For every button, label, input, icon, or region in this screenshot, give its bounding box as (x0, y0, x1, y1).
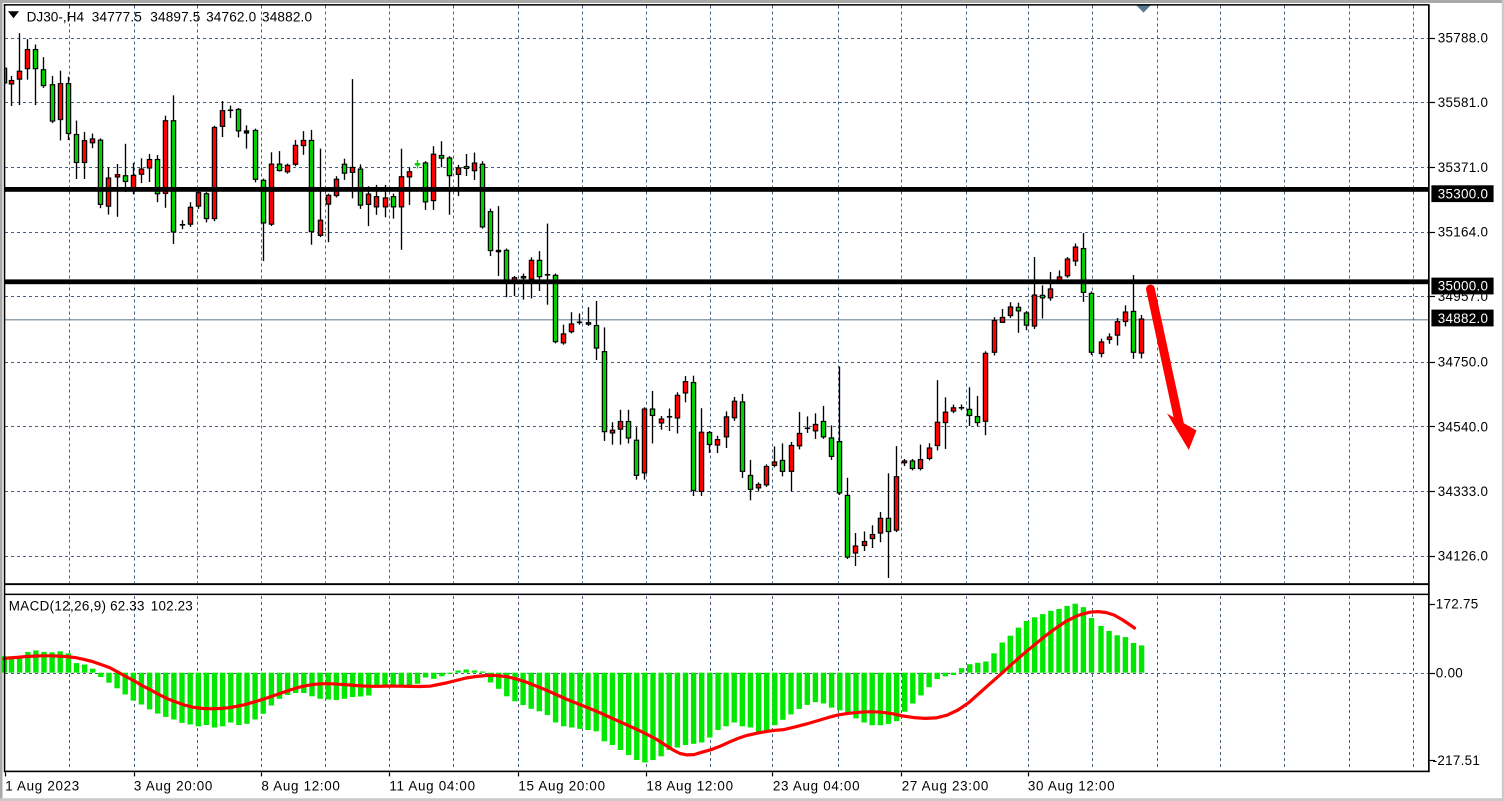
svg-text:35000.0: 35000.0 (1438, 279, 1489, 294)
svg-text:35581.0: 35581.0 (1438, 95, 1489, 110)
svg-text:102.23: 102.23 (151, 599, 193, 614)
svg-text:34882.0: 34882.0 (1438, 311, 1489, 326)
svg-text:11 Aug 04:00: 11 Aug 04:00 (389, 779, 475, 794)
svg-text:34540.0: 34540.0 (1438, 419, 1489, 434)
svg-text:23 Aug 04:00: 23 Aug 04:00 (773, 779, 860, 794)
svg-text:0.00: 0.00 (1436, 666, 1463, 681)
svg-text:34750.0: 34750.0 (1438, 354, 1489, 369)
svg-text:3 Aug 20:00: 3 Aug 20:00 (134, 779, 213, 794)
svg-text:30 Aug 12:00: 30 Aug 12:00 (1028, 779, 1115, 794)
svg-text:DJ30-,H4: DJ30-,H4 (27, 9, 85, 24)
svg-text:35300.0: 35300.0 (1438, 186, 1489, 201)
svg-text:34777.5: 34777.5 (92, 9, 142, 24)
svg-text:1 Aug 2023: 1 Aug 2023 (5, 779, 80, 794)
svg-text:MACD(12,26,9): MACD(12,26,9) (9, 599, 107, 614)
svg-text:35788.0: 35788.0 (1438, 30, 1489, 45)
svg-text:34882.0: 34882.0 (262, 9, 312, 24)
svg-text:15 Aug 20:00: 15 Aug 20:00 (518, 779, 605, 794)
svg-text:172.75: 172.75 (1436, 596, 1479, 611)
svg-text:62.33: 62.33 (110, 599, 145, 614)
svg-text:34762.0: 34762.0 (206, 9, 256, 24)
svg-text:27 Aug 23:00: 27 Aug 23:00 (902, 779, 989, 794)
svg-text:8 Aug 12:00: 8 Aug 12:00 (261, 779, 340, 794)
svg-text:34333.0: 34333.0 (1438, 484, 1489, 499)
svg-text:18 Aug 12:00: 18 Aug 12:00 (646, 779, 733, 794)
svg-text:34897.5: 34897.5 (150, 9, 200, 24)
svg-text:35164.0: 35164.0 (1438, 224, 1489, 239)
svg-text:35371.0: 35371.0 (1438, 160, 1489, 175)
svg-text:-217.51: -217.51 (1433, 753, 1481, 768)
svg-text:34126.0: 34126.0 (1438, 548, 1489, 563)
